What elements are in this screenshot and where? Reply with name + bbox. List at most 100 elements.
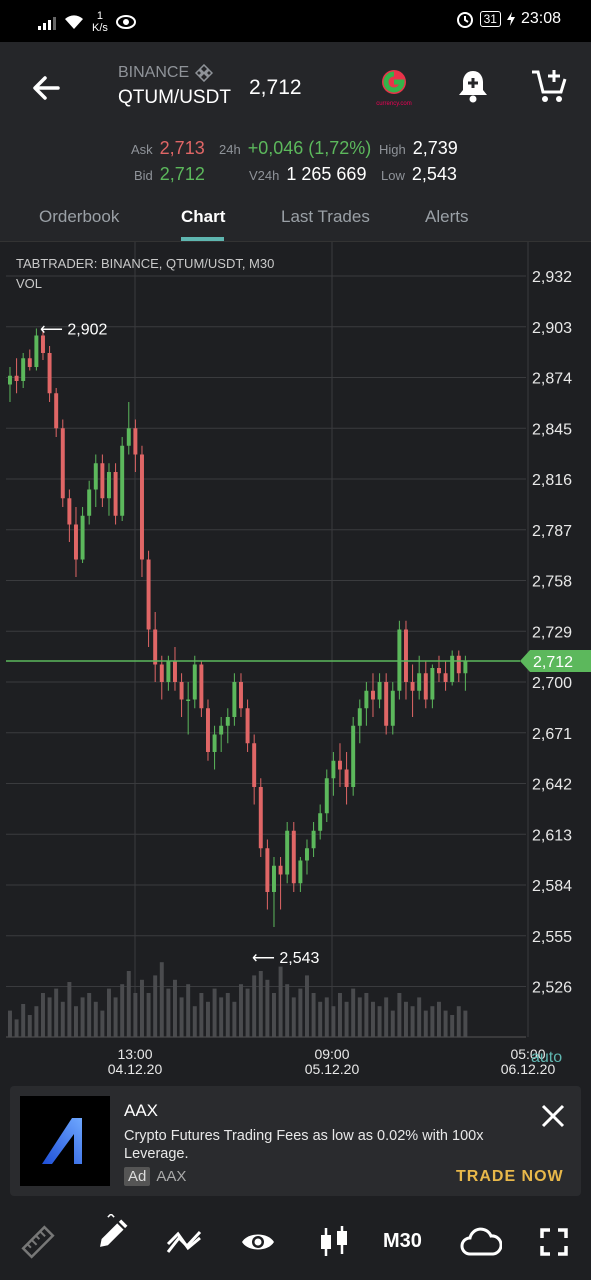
add-to-cart-icon[interactable] (530, 68, 568, 104)
volume-bar (450, 1015, 455, 1037)
volume-bar (245, 988, 250, 1037)
low-stat: Low 2,543 (381, 164, 457, 184)
y-tick-label: 2,845 (532, 421, 572, 438)
candle-body (212, 734, 217, 752)
candle-body (285, 830, 290, 875)
volume-stat: V24h 1 265 669 (249, 164, 367, 184)
header: BINANCE QTUM/USDT 2,712 currency.com (0, 42, 591, 134)
volume-bar (410, 1006, 415, 1037)
y-tick-label: 2,671 (532, 726, 572, 743)
candle-body (199, 664, 204, 709)
draw-pencil-icon[interactable] (93, 1214, 129, 1250)
y-tick-label: 2,584 (532, 878, 572, 895)
volume-bar (120, 984, 125, 1037)
back-arrow-icon[interactable] (28, 70, 64, 106)
fullscreen-icon[interactable] (536, 1224, 572, 1260)
candlestick-chart-svg[interactable]: 2,932 2,903 2,874 2,845 2,816 2,787 2,758 2,729… (0, 242, 591, 1084)
volume-bar (41, 993, 45, 1037)
x-tick-time: 13:00 (117, 1046, 152, 1062)
volume-bar (27, 1015, 32, 1037)
tab-alerts[interactable]: Alerts (425, 207, 469, 226)
clock: 23:08 (520, 10, 561, 27)
volume-bar (258, 971, 263, 1037)
battery-icon: 31 (479, 11, 501, 27)
binance-logo-icon (195, 64, 214, 82)
tab-last-trades[interactable]: Last Trades (281, 207, 370, 226)
pair-name[interactable]: QTUM/USDT (118, 87, 231, 108)
candle-body (41, 335, 45, 353)
volume-bar (239, 984, 243, 1037)
volume-bar (153, 975, 158, 1037)
volume-bar (173, 979, 177, 1037)
candle-body (430, 668, 435, 700)
candle-body (324, 778, 329, 814)
candle-body (390, 690, 395, 726)
volume-bar (364, 993, 369, 1037)
volume-bar (8, 1010, 12, 1037)
current-price-label: 2,712 (533, 654, 573, 671)
add-alert-bell-icon[interactable] (456, 68, 490, 104)
candle-body (351, 725, 356, 787)
volume-bar (100, 1010, 105, 1037)
ad-banner[interactable]: AAX Crypto Futures Trading Fees as low a… (10, 1086, 581, 1196)
price-chart[interactable]: 2,932 2,903 2,874 2,845 2,816 2,787 2,758 2,729… (0, 242, 591, 1084)
market-stats: Ask 2,713 Bid 2,712 24h +0,046 (1,72%) V24h… (0, 134, 591, 194)
volume-bar (179, 997, 184, 1037)
exchange-name: BINANCE (118, 64, 214, 82)
candle-body (278, 865, 283, 875)
candle-body (146, 559, 151, 630)
candle-body (133, 428, 138, 455)
timeframe-button[interactable]: M30 (383, 1230, 422, 1252)
trade-now-button[interactable]: TRADE NOW (456, 1168, 564, 1185)
alarm-icon (456, 12, 473, 28)
volume-bar (318, 1001, 323, 1037)
volume-bar (443, 1010, 448, 1037)
candle-body (113, 472, 118, 516)
volume-bar (311, 993, 316, 1037)
ruler-icon[interactable] (20, 1224, 56, 1260)
indicators-icon[interactable] (166, 1224, 202, 1260)
candle-body (107, 472, 111, 499)
volume-bar (298, 988, 303, 1037)
candle-body (192, 664, 197, 700)
close-icon[interactable] (540, 1103, 566, 1129)
candle-body (8, 375, 12, 385)
volume-bar (60, 1001, 65, 1037)
currency-com-logo[interactable]: currency.com (373, 68, 415, 110)
visibility-eye-icon[interactable] (240, 1224, 276, 1260)
y-tick-label: 2,729 (532, 624, 572, 641)
y-tick-label: 2,613 (532, 827, 572, 844)
high-stat: High 2,739 (379, 138, 458, 158)
candle-body (291, 830, 296, 884)
candle-body (404, 629, 408, 682)
candle-body (93, 463, 98, 490)
candle-body (397, 629, 402, 691)
ad-logo[interactable] (20, 1096, 110, 1186)
tab-orderbook[interactable]: Orderbook (39, 207, 120, 226)
volume-label: VOL (16, 276, 43, 291)
y-tick-label: 2,555 (532, 929, 572, 946)
candle-body (410, 682, 415, 691)
candle-body (384, 682, 389, 726)
bottom-toolbar: M30 (0, 1200, 591, 1280)
candle-body (21, 358, 26, 381)
candle-body (311, 830, 316, 849)
ad-badge: Ad (124, 1167, 151, 1186)
tab-chart[interactable]: Chart (181, 207, 226, 226)
wifi-icon (65, 15, 83, 29)
volume-bar (252, 975, 257, 1037)
volume-bar (54, 988, 59, 1037)
volume-bar (192, 1006, 197, 1037)
candle-body (120, 445, 125, 516)
volume-bar (225, 993, 230, 1037)
candle-body (331, 760, 336, 779)
candle-body (272, 865, 276, 892)
candle-body (357, 708, 362, 726)
candle-body (34, 335, 39, 367)
auto-scale-button[interactable]: auto (531, 1049, 563, 1066)
candle-body (437, 668, 441, 674)
candle-body (364, 690, 369, 709)
candles-type-icon[interactable] (316, 1224, 352, 1260)
volume-bar (133, 993, 138, 1037)
cloud-icon[interactable] (460, 1224, 502, 1260)
